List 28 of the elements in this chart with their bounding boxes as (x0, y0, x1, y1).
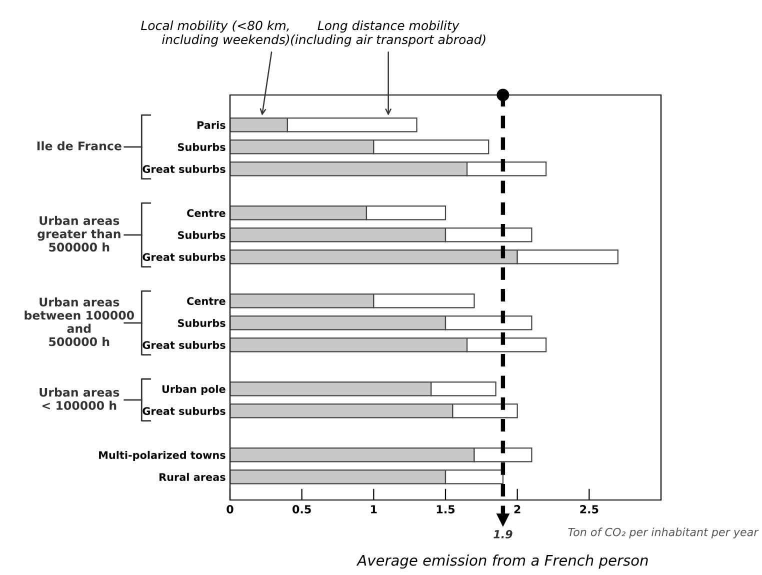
x-tick-label: 0.5 (292, 505, 311, 514)
x-tick-label: 1.5 (436, 505, 455, 514)
y-tick-label: Urban pole (162, 384, 226, 396)
text: Urban areas greater than 500000 h (38, 216, 120, 252)
y-tick-label: Suburbs (178, 142, 226, 152)
ref-line-label: 1.9 (494, 530, 512, 538)
x-tick-label: 2 (514, 505, 520, 514)
text: Urban areas between 100000 and 500000 h (24, 297, 134, 346)
x-axis-title: Ton of CO₂ per inhabitant per year (568, 528, 759, 538)
y-tick-label: Great suburbs (142, 252, 226, 262)
x-tick-label: 1 (371, 505, 377, 514)
text: Ile de France (37, 141, 122, 150)
y-tick-label: Multi-polarized towns (99, 450, 226, 462)
y-tick-label: Great suburbs (142, 406, 226, 416)
x-tick-label: 2.5 (580, 505, 598, 514)
x-tick-label: 0 (226, 505, 234, 514)
y-tick-label: Suburbs (178, 230, 226, 240)
y-tick-label: Great suburbs (142, 164, 226, 174)
text: Long distance mobility (including air transport abroad) (290, 20, 486, 47)
y-tick-label: Centre (187, 297, 226, 306)
y-tick-label: Rural areas (160, 472, 226, 482)
text: Average emission from a French person (356, 554, 648, 569)
text: Local mobility (<80 km, including weekends) (141, 20, 290, 47)
y-tick-label: Centre (187, 209, 226, 218)
text: Urban areas < 100000 h (40, 388, 120, 410)
y-tick-label: Paris (197, 120, 226, 130)
y-tick-label: Great suburbs (142, 340, 226, 350)
y-tick-label: Suburbs (178, 318, 226, 328)
